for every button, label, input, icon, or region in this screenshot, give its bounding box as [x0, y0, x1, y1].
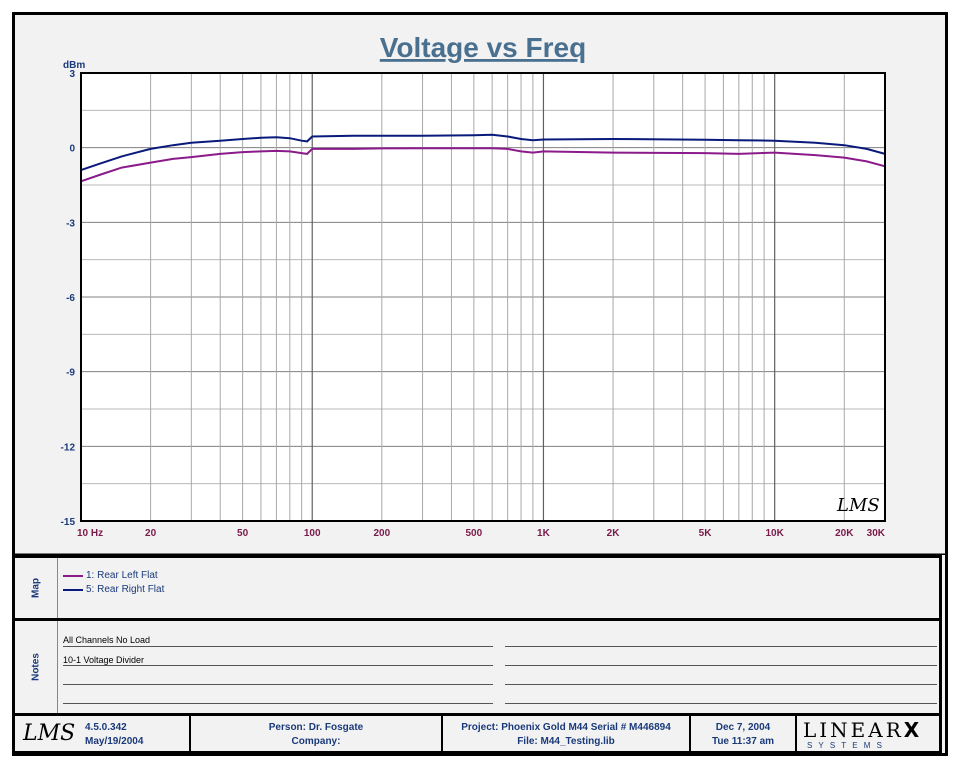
y-tick-label: 0 [69, 144, 75, 155]
brand-sub: S Y S T E M S [807, 741, 884, 750]
lms-watermark: LMS [836, 495, 880, 516]
x-tick-label: 10 Hz [77, 528, 103, 539]
series-line-1 [80, 147, 886, 183]
y-ticks: 3 0 -3 -6 -9 -12 -15 [61, 69, 76, 528]
company: Company: [291, 736, 341, 747]
x-tick-label: 30K [867, 528, 886, 539]
version: 4.5.0.342 [85, 722, 127, 733]
x-tick-label: 5K [699, 528, 713, 539]
note-rule [63, 684, 493, 685]
y-tick-label: -15 [61, 517, 76, 528]
brand-x: X [903, 718, 923, 742]
footer-cell-brand: LINEARX S Y S T E M S [795, 716, 941, 751]
notes-panel: Notes All Channels No Load 10-1 Voltage … [12, 618, 942, 716]
brand-main: LINEARX [803, 718, 923, 742]
note-rule [505, 684, 937, 685]
footer-cell-date: Dec 7, 2004 Tue 11:37 am [689, 716, 795, 751]
legend-label-left: 1: Rear Left Flat [86, 570, 158, 581]
x-tick-label: 500 [466, 528, 483, 539]
date: Dec 7, 2004 [715, 722, 771, 733]
x-ticks: 10 Hz 20 50 100 200 500 1K 2K 5K 10K 20K 30K [77, 528, 886, 539]
legend-panel: Map 1: Rear Left Flat 5: Rear Right Flat [12, 555, 942, 621]
note-rule [63, 665, 493, 666]
plot-border [80, 72, 886, 522]
x-tick-label: 20 [145, 528, 157, 539]
file: File: M44_Testing.lib [517, 736, 615, 747]
x-tick-label: 50 [237, 528, 249, 539]
y-tick-label: -9 [66, 368, 75, 379]
x-tick-label: 2K [607, 528, 621, 539]
y-tick-label: -3 [66, 218, 75, 229]
legend-swatch-left [63, 574, 83, 577]
legend-side-label: Map [15, 558, 58, 618]
footer: LMS 4.5.0.342 May/19/2004 Person: Dr. Fo… [12, 713, 942, 754]
chart-title: Voltage vs Freq [380, 32, 586, 63]
note-rule [505, 665, 937, 666]
x-tick-label: 10K [765, 528, 784, 539]
person: Person: Dr. Fosgate [268, 722, 364, 733]
footer-cell-person: Person: Dr. Fosgate Company: [189, 716, 441, 751]
note-rule [63, 703, 493, 704]
series [80, 133, 886, 183]
x-tick-label: 100 [304, 528, 321, 539]
x-tick-label: 20K [835, 528, 854, 539]
y-tick-label: -12 [61, 442, 76, 453]
y-axis-label: dBm [63, 60, 85, 71]
legend-swatch-right [63, 588, 83, 591]
footer-logo: LMS [23, 721, 76, 746]
note-rule [505, 646, 937, 647]
series-line-2 [80, 133, 886, 172]
notes-side-label: Notes [15, 621, 58, 713]
legend-item-right: 5: Rear Right Flat [63, 584, 164, 595]
y-tick-label: 3 [69, 69, 75, 80]
chart: Voltage vs Freq dBm 3 0 -3 -6 -9 -12 -15 10 Hz… [15, 32, 945, 555]
x-tick-label: 1K [537, 528, 551, 539]
legend-label-right: 5: Rear Right Flat [86, 584, 165, 595]
footer-cell-project: Project: Phoenix Gold M44 Serial # M4468… [441, 716, 689, 751]
x-tick-label: 200 [373, 528, 390, 539]
note-line-1: All Channels No Load [63, 635, 151, 645]
project: Project: Phoenix Gold M44 Serial # M4468… [461, 722, 671, 733]
y-tick-label: -6 [66, 293, 75, 304]
legend-item-left: 1: Rear Left Flat [63, 570, 158, 581]
note-rule [505, 703, 937, 704]
time: Tue 11:37 am [711, 736, 775, 747]
version-date: May/19/2004 [85, 736, 144, 747]
note-rule [63, 646, 493, 647]
note-line-2: 10-1 Voltage Divider [63, 655, 145, 665]
